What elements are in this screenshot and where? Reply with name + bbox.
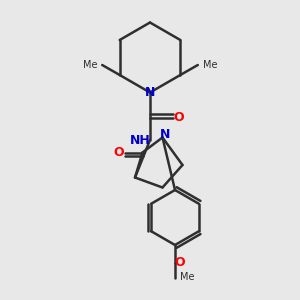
- Text: Me: Me: [83, 60, 97, 70]
- Text: O: O: [113, 146, 124, 159]
- Text: N: N: [160, 128, 170, 142]
- Text: NH: NH: [130, 134, 150, 146]
- Text: N: N: [145, 86, 155, 99]
- Text: O: O: [173, 111, 184, 124]
- Text: O: O: [175, 256, 185, 269]
- Text: Me: Me: [180, 272, 194, 283]
- Text: Me: Me: [203, 60, 217, 70]
